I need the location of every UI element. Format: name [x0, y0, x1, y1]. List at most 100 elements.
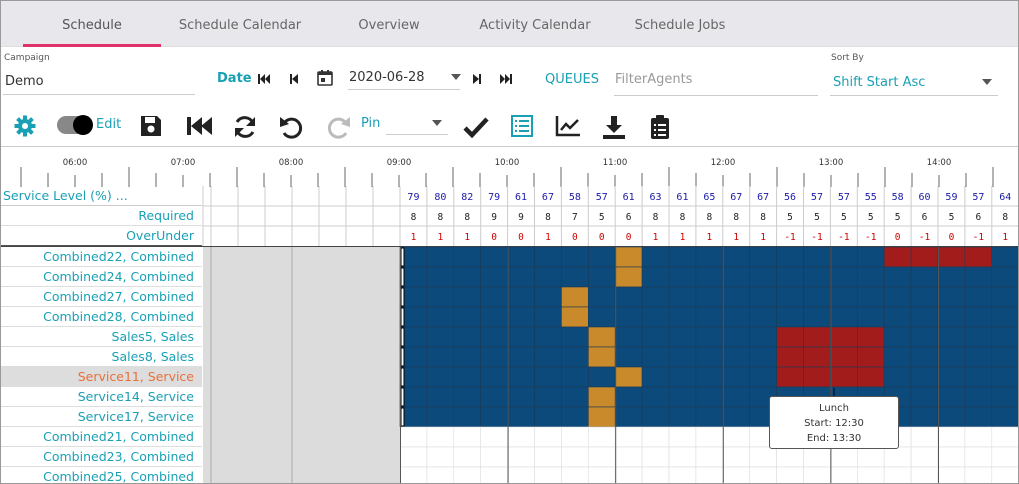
tab-schedule[interactable]: Schedule: [23, 1, 161, 47]
agent-row-label[interactable]: Sales8, Sales: [1, 347, 202, 367]
tab-overview[interactable]: Overview: [331, 1, 447, 47]
agent-row-label-selected[interactable]: Service11, Service: [1, 367, 202, 387]
timeline-hour-label: 12:00: [711, 158, 736, 168]
refresh-icon[interactable]: [231, 113, 259, 141]
sort-dropdown-icon[interactable]: [981, 77, 993, 87]
undo-icon[interactable]: [277, 113, 305, 141]
service-level-value: 58: [569, 192, 581, 203]
shift-cell: [937, 386, 966, 408]
next-date-icon[interactable]: [470, 71, 484, 87]
agent-row-label[interactable]: Combined24, Combined: [1, 267, 202, 287]
download-icon[interactable]: [600, 113, 628, 141]
required-value: 8: [706, 212, 712, 223]
shift-start-handle: [400, 367, 405, 387]
empty-cell: [964, 466, 993, 483]
shift-cell: [964, 326, 993, 348]
overunder-value: -1: [919, 232, 931, 243]
empty-cell: [587, 426, 616, 448]
agent-row-label[interactable]: Combined25, Combined: [1, 467, 202, 483]
sort-underline: [830, 95, 998, 96]
last-date-icon[interactable]: [498, 71, 514, 87]
agent-row-label[interactable]: Service14, Service: [1, 387, 202, 407]
empty-cell: [561, 446, 589, 468]
shift-start-handle: [400, 247, 405, 267]
clipboard-icon[interactable]: [648, 113, 672, 141]
empty-cell: [749, 466, 777, 483]
agent-row-label[interactable]: Combined21, Combined: [1, 427, 202, 447]
shift-cell: [856, 286, 885, 308]
empty-cell: [776, 466, 804, 483]
shift-cell: [776, 326, 804, 348]
settings-gear-icon[interactable]: [13, 114, 37, 138]
tab-activity-calendar[interactable]: Activity Calendar: [469, 1, 601, 47]
empty-cell: [722, 446, 750, 468]
shift-cell: [507, 346, 535, 368]
agent-row-label[interactable]: Combined23, Combined: [1, 447, 202, 467]
empty-cell: [883, 446, 912, 468]
shift-start-handle: [400, 287, 405, 307]
pin-dropdown-icon[interactable]: [431, 119, 443, 127]
previous-date-icon[interactable]: [287, 71, 301, 87]
queues-button[interactable]: QUEUES: [545, 72, 599, 87]
shift-cell: [937, 366, 966, 388]
empty-cell: [426, 446, 455, 468]
agent-row-label[interactable]: Combined22, Combined: [1, 247, 202, 267]
calendar-icon[interactable]: [315, 68, 335, 88]
required-value: 6: [975, 212, 981, 223]
service-level-value: 64: [999, 192, 1011, 203]
empty-cell: [480, 466, 508, 483]
first-date-icon[interactable]: [256, 71, 272, 87]
sort-select[interactable]: Shift Start Asc: [833, 75, 926, 90]
agent-row-label[interactable]: Service17, Service: [1, 407, 202, 427]
shift-cell: [937, 326, 966, 348]
service-level-value: 67: [757, 192, 769, 203]
shift-cell: [910, 286, 939, 308]
shift-start-handle: [400, 307, 405, 327]
shift-cell: [480, 246, 508, 268]
pin-label: Pin: [361, 116, 381, 131]
skip-back-icon[interactable]: [185, 114, 213, 138]
check-icon[interactable]: [462, 115, 490, 139]
shift-cell: [587, 246, 616, 268]
date-dropdown-icon[interactable]: [450, 71, 462, 83]
agent-row-label[interactable]: Sales5, Sales: [1, 327, 202, 347]
agent-row-label[interactable]: Combined28, Combined: [1, 307, 202, 327]
shift-cell: [722, 366, 750, 388]
save-icon[interactable]: [138, 113, 164, 139]
shift-cell: [856, 366, 885, 388]
shift-cell: [910, 266, 939, 288]
shift-cell: [534, 366, 562, 388]
empty-cell: [964, 446, 993, 468]
service-level-value: 61: [515, 192, 527, 203]
shift-cell: [803, 346, 831, 368]
tab-schedule-calendar[interactable]: Schedule Calendar: [173, 1, 307, 47]
empty-cell: [722, 466, 750, 483]
shift-cell: [722, 326, 750, 348]
shift-cell: [641, 406, 670, 428]
tab-schedule-jobs[interactable]: Schedule Jobs: [623, 1, 737, 47]
tooltip-title: Lunch: [819, 403, 849, 414]
edit-toggle[interactable]: [57, 115, 93, 135]
empty-cell: [856, 446, 885, 468]
filter-agents-input[interactable]: FilterAgents: [615, 72, 693, 87]
lunch-tooltip: Lunch Start: 12:30 End: 13:30: [769, 396, 899, 449]
service-level-value: 61: [676, 192, 688, 203]
overunder-value: 1: [411, 232, 417, 243]
required-value: 5: [949, 212, 955, 223]
redo-icon[interactable]: [325, 113, 353, 141]
agent-row-label[interactable]: Combined27, Combined: [1, 287, 202, 307]
overunder-value: 0: [572, 232, 578, 243]
shift-cell: [507, 246, 535, 268]
campaign-select[interactable]: Demo: [5, 74, 44, 89]
service-level-value: 59: [945, 192, 957, 203]
list-view-icon[interactable]: [509, 113, 535, 139]
shift-cell: [964, 246, 993, 268]
shift-cell: [776, 246, 804, 268]
shift-cell: [910, 386, 939, 408]
chart-icon[interactable]: [554, 114, 582, 138]
shift-cell: [695, 366, 724, 388]
service-level-value: 60: [919, 192, 931, 203]
date-underline: [348, 89, 460, 90]
shift-cell: [426, 286, 455, 308]
date-input[interactable]: 2020-06-28: [349, 70, 425, 85]
